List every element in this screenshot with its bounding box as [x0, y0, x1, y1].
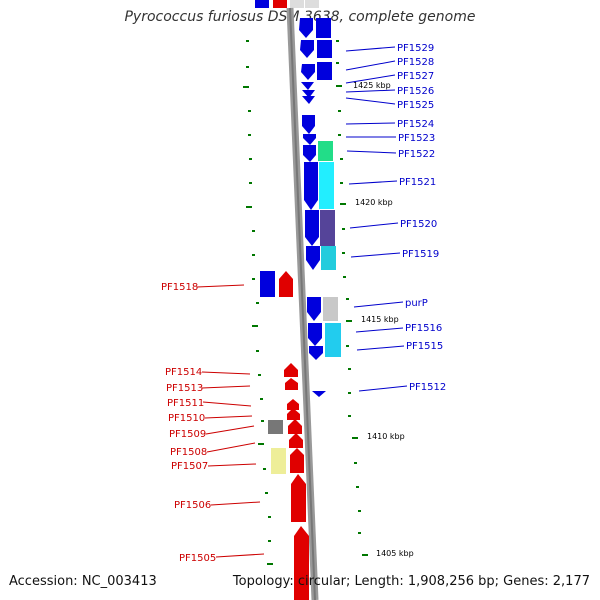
gene-arrow-pf1522 [303, 145, 316, 162]
label-lines-left [196, 284, 265, 558]
gene-label-pf1518[interactable]: PF1518 [161, 282, 198, 293]
scale-label-1405: 1405 kbp [376, 549, 414, 558]
gene-label-pf1520[interactable]: PF1520 [400, 219, 437, 230]
gene-arrow-pf1505 [294, 526, 309, 600]
cog-top-partial [305, 0, 319, 8]
gene-label-pf1513[interactable]: PF1513 [166, 383, 203, 394]
gene-arrow-pf1518 [279, 271, 293, 297]
gene-label-pf1505[interactable]: PF1505 [179, 553, 216, 564]
scale-label-1415: 1415 kbp [361, 315, 399, 324]
gene-label-pf1508[interactable]: PF1508 [170, 447, 207, 458]
tick-marks-left [243, 40, 273, 565]
gene-arrow-pf1528 [300, 40, 314, 58]
gene-arrow-pf1512 [312, 391, 326, 397]
cog-boxes [268, 18, 341, 474]
gene-arrow-pf1524 [302, 115, 315, 134]
gene-label-pf1521[interactable]: PF1521 [399, 177, 436, 188]
gene-arrow-pf1523 [303, 134, 316, 145]
map-title: Pyrococcus furiosus DSM 3638, complete g… [124, 9, 476, 25]
gene-arrow-pf1516 [308, 323, 322, 346]
gene-label-pf1507[interactable]: PF1507 [171, 461, 208, 472]
gene-arrow-purp [307, 297, 321, 321]
gene-label-pf1510[interactable]: PF1510 [168, 413, 205, 424]
accession-label: Accession: NC_003413 [9, 574, 157, 589]
gene-arrow-pf1507 [290, 448, 304, 473]
dna-backbone [286, 7, 319, 600]
gene-arrow-pf1511 [287, 399, 299, 410]
gene-label-pf1525[interactable]: PF1525 [397, 100, 434, 111]
gene-arrow-pf1526 [301, 82, 314, 90]
topology-label: Topology: circular; Length: 1,908,256 bp… [232, 574, 590, 589]
gene-label-pf1512[interactable]: PF1512 [409, 382, 446, 393]
backbone-top-partial [290, 0, 304, 8]
gene-label-pf1519[interactable]: PF1519 [402, 249, 439, 260]
gene-label-pf1527[interactable]: PF1527 [397, 71, 434, 82]
gene-label-pf1514[interactable]: PF1514 [165, 367, 202, 378]
scale-label-1425: 1425 kbp [353, 81, 391, 90]
gene-arrow-pf1514 [284, 363, 298, 377]
scale-label-1410: 1410 kbp [367, 432, 405, 441]
gene-arrow-pf1513 [285, 378, 298, 390]
gene-arrow-pf1506 [291, 474, 306, 522]
gene-label-pf1511[interactable]: PF1511 [167, 398, 204, 409]
gene-arrow-pf1525b [302, 96, 315, 104]
gene-arrow-pf1525 [302, 90, 315, 98]
scale-label-1420: 1420 kbp [355, 198, 393, 207]
gene-arrow-pf1520 [305, 210, 319, 246]
gene-label-pf1528[interactable]: PF1528 [397, 57, 434, 68]
gene-arrow-pf1515 [309, 346, 323, 360]
gene-label-pf1529[interactable]: PF1529 [397, 43, 434, 54]
gene-arrow-pf1521 [304, 162, 318, 210]
gene-label-pf1509[interactable]: PF1509 [169, 429, 206, 440]
gene-arrow-pf1508 [289, 433, 303, 448]
gene-label-pf1524[interactable]: PF1524 [397, 119, 434, 130]
gene-arrow-pf1527 [301, 64, 315, 80]
gene-arrow-pf1519 [306, 246, 320, 270]
label-lines-right [345, 46, 408, 392]
gene-label-pf1523[interactable]: PF1523 [398, 133, 435, 144]
gene-arrow-top-partial-blue [255, 0, 269, 8]
gene-arrow-pf1518-blue [260, 271, 275, 297]
gene-arrow-pf1509 [288, 419, 302, 434]
tick-marks-right [336, 40, 368, 556]
gene-label-pf1522[interactable]: PF1522 [398, 149, 435, 160]
gene-arrow-pf1529 [299, 18, 313, 38]
gene-label-pf1526[interactable]: PF1526 [397, 86, 434, 97]
gene-label-pf1515[interactable]: PF1515 [406, 341, 443, 352]
gene-label-purp[interactable]: purP [405, 298, 428, 309]
gene-arrow-top-partial-red [273, 0, 287, 8]
gene-label-pf1516[interactable]: PF1516 [405, 323, 442, 334]
gene-label-pf1506[interactable]: PF1506 [174, 500, 211, 511]
reverse-strand-genes [260, 18, 326, 397]
forward-strand-genes [279, 271, 309, 600]
gene-arrow-pf1510 [287, 408, 300, 420]
